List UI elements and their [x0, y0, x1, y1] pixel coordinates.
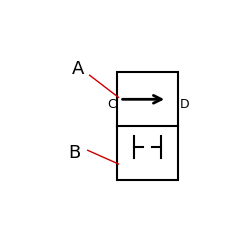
Bar: [116, 72, 178, 180]
Text: B: B: [68, 144, 80, 162]
Text: A: A: [72, 60, 84, 78]
Text: D: D: [180, 98, 190, 110]
Text: C: C: [108, 98, 116, 110]
